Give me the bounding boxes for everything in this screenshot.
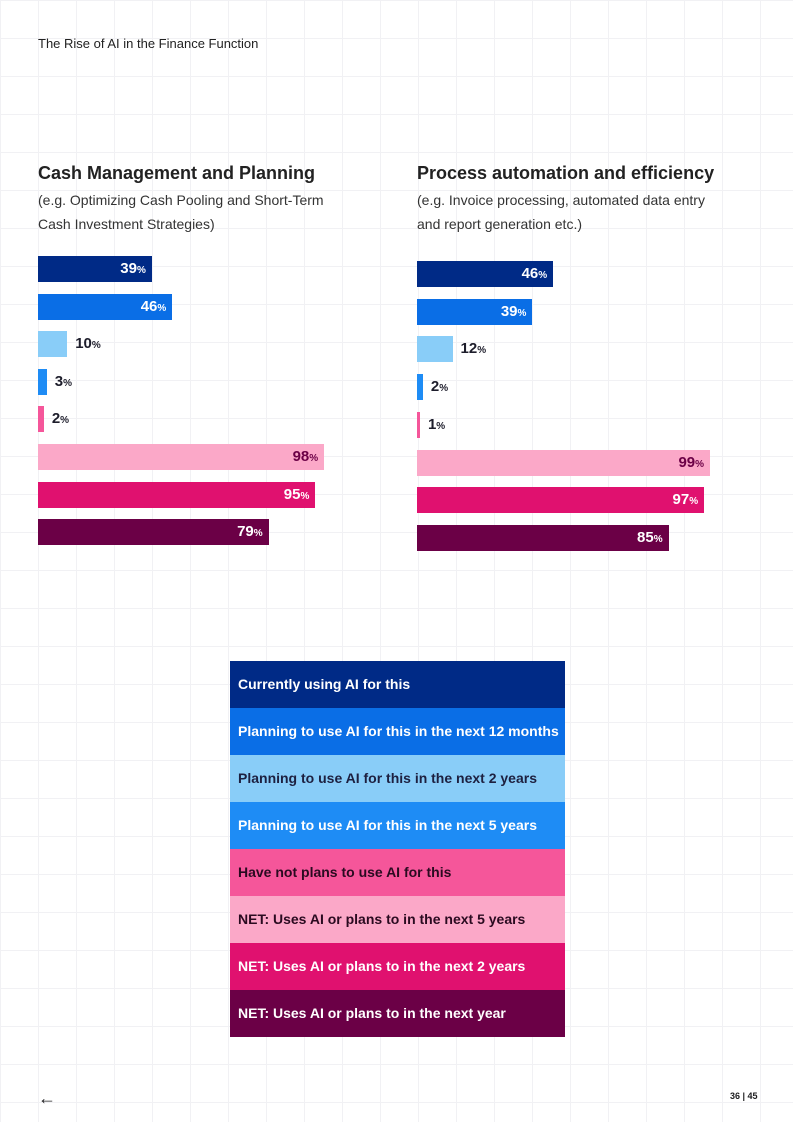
bar (38, 481, 316, 508)
page-number: 36 | 45 (730, 1091, 758, 1101)
data-label: 1% (427, 415, 446, 433)
bar (38, 406, 44, 433)
legend-item: NET: Uses AI or plans to in the next 2 y… (230, 943, 565, 990)
data-label: 97% (672, 491, 699, 509)
bar (417, 449, 711, 476)
legend-item: Planning to use AI for this in the next … (230, 708, 565, 755)
bar (38, 256, 152, 282)
data-label: 12% (460, 340, 487, 358)
bar (417, 487, 705, 514)
bar (417, 524, 669, 551)
bar (417, 336, 453, 363)
bar (417, 261, 554, 287)
chart-subtitle-process: (e.g. Invoice processing, automated data… (417, 192, 705, 232)
legend-item: Have not plans to use AI for this (230, 849, 565, 896)
bar (417, 411, 420, 438)
legend-item: Currently using AI for this (230, 661, 565, 708)
bar (38, 368, 47, 395)
bar (417, 298, 533, 325)
chart-subtitle-cash: (e.g. Optimizing Cash Pooling and Short-… (38, 192, 324, 232)
legend-item: Planning to use AI for this in the next … (230, 802, 565, 849)
bar (38, 293, 173, 320)
data-label: 39% (120, 260, 146, 277)
data-label: 2% (51, 410, 70, 428)
legend-item: NET: Uses AI or plans to in the next 5 y… (230, 896, 565, 943)
bar (38, 331, 68, 358)
legend: Currently using AI for this Planning to u… (230, 661, 565, 1037)
data-label: 98% (292, 448, 319, 465)
data-label: 46% (521, 265, 548, 282)
arrow-left-icon[interactable]: ← (38, 1088, 56, 1108)
data-label: 95% (283, 485, 310, 503)
bar (38, 444, 325, 470)
data-label: 2% (430, 378, 449, 396)
legend-item: NET: Uses AI or plans to in the next yea… (230, 990, 565, 1037)
legend-item: Planning to use AI for this in the next … (230, 755, 565, 802)
data-label: 99% (678, 453, 705, 471)
data-label: 10% (75, 335, 101, 353)
data-label: 79% (237, 523, 263, 541)
data-label: 3% (54, 372, 72, 390)
bar (38, 519, 269, 546)
bar (417, 374, 423, 401)
data-label: 39% (500, 302, 527, 320)
chart-title-cash: Cash Management and Planning (38, 163, 316, 183)
chart-title-process: Process automation and efficiency (417, 163, 715, 183)
data-label: 46% (140, 297, 167, 315)
document-header: The Rise of AI in the Finance Function (38, 36, 259, 51)
data-label: 85% (637, 528, 663, 546)
